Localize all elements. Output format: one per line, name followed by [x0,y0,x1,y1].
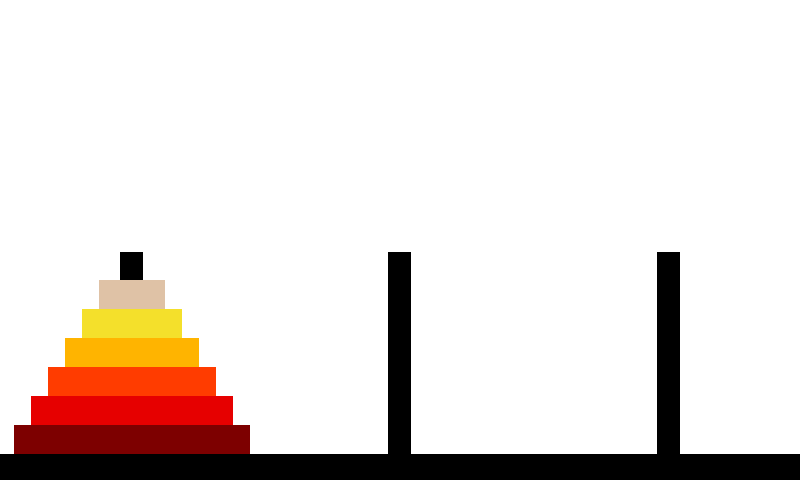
disk-4[interactable] [48,367,216,396]
disk-6[interactable] [14,425,250,454]
disk-2[interactable] [82,309,182,338]
peg-3[interactable] [657,252,680,454]
disk-5[interactable] [31,396,233,425]
disk-1[interactable] [99,280,165,309]
base-platform [0,454,800,480]
peg-2[interactable] [388,252,411,454]
disk-3[interactable] [65,338,199,367]
